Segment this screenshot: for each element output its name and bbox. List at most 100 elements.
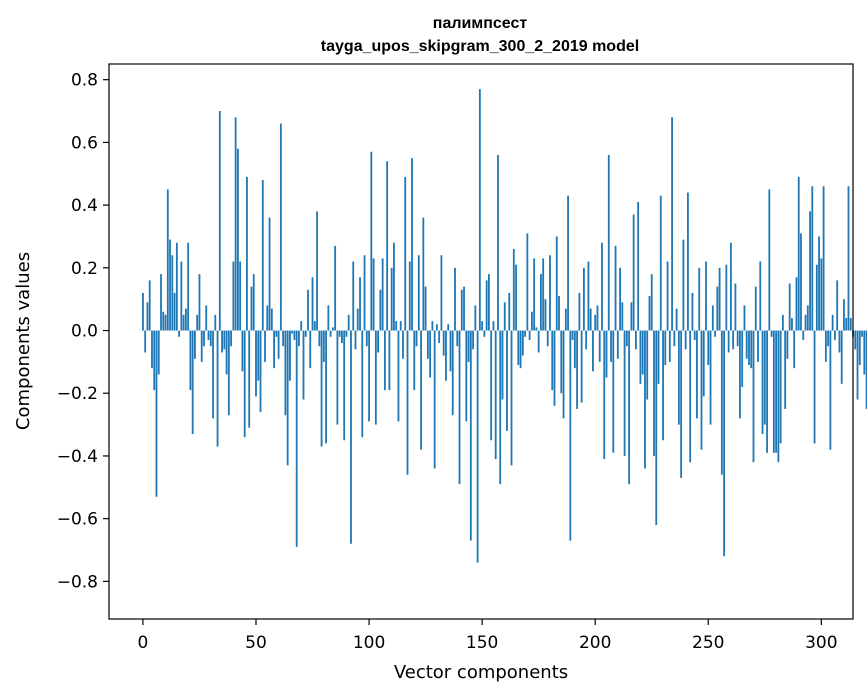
bar-component-211 — [619, 267, 621, 331]
bar-component-13 — [171, 255, 174, 331]
bar-component-131 — [438, 330, 441, 344]
bar-component-102 — [372, 258, 375, 331]
chart-subtitle: tayga_upos_skipgram_300_2_2019 model — [321, 38, 639, 55]
bar-component-219 — [637, 201, 640, 331]
bars-group — [142, 89, 867, 563]
bar-component-118 — [408, 261, 411, 331]
bar-component-133 — [442, 330, 445, 356]
bar-component-312 — [847, 186, 850, 331]
bar-component-45 — [243, 330, 246, 438]
bar-component-233 — [668, 330, 671, 362]
bar-component-88 — [341, 330, 343, 344]
bar-component-159 — [501, 330, 504, 400]
bar-component-201 — [596, 305, 599, 331]
bar-component-70 — [300, 321, 303, 331]
bar-component-75 — [311, 277, 314, 331]
bar-component-111 — [393, 242, 395, 331]
bar-component-303 — [827, 330, 830, 347]
bar-component-212 — [621, 302, 624, 331]
x-axis-ticks: 0 50 100 150 200 250 300 — [138, 619, 838, 653]
bar-component-274 — [761, 330, 764, 434]
bar-component-105 — [379, 289, 382, 331]
bar-component-308 — [838, 330, 841, 353]
bar-component-217 — [632, 214, 635, 331]
bar-component-5 — [153, 330, 156, 391]
bar-component-223 — [646, 330, 649, 400]
bar-component-33 — [216, 330, 219, 447]
bar-component-281 — [777, 330, 780, 463]
bar-component-168 — [521, 330, 524, 356]
bar-component-189 — [569, 330, 572, 541]
bar-component-259 — [727, 330, 730, 353]
bar-component-257 — [723, 330, 726, 557]
bar-component-92 — [350, 330, 352, 544]
bar-component-304 — [829, 330, 832, 450]
x-tick-label: 100 — [353, 633, 385, 653]
bar-component-116 — [404, 176, 407, 331]
bar-component-203 — [601, 242, 603, 331]
bar-component-260 — [729, 242, 732, 331]
bar-component-58 — [273, 330, 275, 369]
bar-component-138 — [454, 267, 456, 331]
bar-component-254 — [716, 286, 719, 331]
bar-component-89 — [343, 330, 346, 441]
bar-component-226 — [653, 330, 655, 456]
bar-component-191 — [573, 330, 576, 369]
bar-component-54 — [264, 330, 266, 362]
y-tick-label: −0.8 — [57, 572, 98, 592]
bar-component-41 — [234, 117, 237, 331]
bar-component-139 — [456, 330, 459, 347]
bar-component-182 — [553, 330, 556, 406]
bar-component-48 — [250, 286, 253, 331]
bar-component-167 — [519, 330, 522, 369]
bar-component-80 — [322, 330, 325, 362]
bar-component-157 — [497, 154, 499, 331]
bar-component-288 — [793, 330, 796, 369]
bar-component-210 — [616, 330, 619, 359]
bar-component-127 — [429, 330, 432, 378]
x-tick-label: 200 — [579, 633, 611, 653]
bar-component-114 — [399, 321, 402, 331]
bar-component-12 — [169, 239, 171, 331]
bar-component-87 — [338, 330, 341, 337]
bar-component-269 — [750, 330, 753, 369]
bar-component-84 — [331, 327, 334, 331]
bar-component-67 — [293, 330, 296, 340]
bar-component-3 — [148, 280, 151, 331]
bar-component-239 — [682, 239, 685, 331]
bar-component-112 — [395, 321, 398, 331]
bar-component-275 — [763, 330, 766, 425]
bar-component-306 — [834, 330, 836, 340]
bar-component-280 — [775, 330, 778, 453]
bar-component-286 — [788, 283, 791, 331]
bar-component-117 — [406, 330, 409, 475]
bar-component-169 — [524, 330, 526, 337]
bar-component-248 — [702, 330, 705, 397]
bar-component-7 — [157, 330, 160, 375]
bar-component-23 — [194, 330, 196, 359]
bar-component-21 — [189, 330, 192, 391]
bar-component-65 — [289, 330, 291, 381]
bar-component-195 — [582, 267, 585, 331]
bar-component-55 — [266, 305, 269, 331]
bar-component-134 — [445, 330, 447, 381]
bar-component-178 — [544, 299, 547, 331]
bar-component-292 — [802, 330, 805, 340]
bar-component-97 — [361, 330, 364, 438]
bar-component-4 — [151, 330, 153, 369]
y-axis-label: Components values — [13, 252, 34, 430]
bar-component-128 — [431, 321, 434, 331]
y-tick-label: 0.0 — [71, 322, 98, 342]
bar-component-27 — [203, 330, 205, 347]
y-tick-label: 0.4 — [71, 196, 98, 216]
bar-component-37 — [225, 330, 228, 375]
bar-component-241 — [687, 192, 689, 331]
bar-component-15 — [175, 242, 178, 331]
bar-component-106 — [381, 258, 384, 331]
bar-component-228 — [657, 330, 660, 384]
bar-component-270 — [752, 330, 755, 463]
bar-component-76 — [313, 321, 316, 331]
bar-component-161 — [506, 330, 508, 431]
bar-component-302 — [824, 330, 827, 362]
